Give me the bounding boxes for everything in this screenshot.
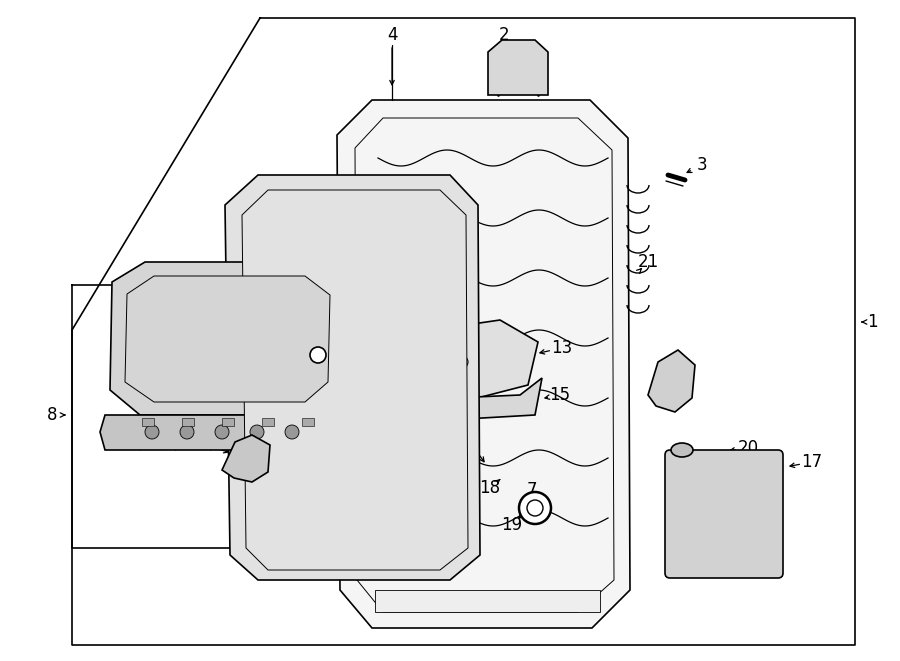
Circle shape: [180, 425, 194, 439]
FancyBboxPatch shape: [665, 450, 783, 578]
Circle shape: [145, 425, 159, 439]
Bar: [222, 418, 234, 426]
Text: 17: 17: [801, 453, 823, 471]
Text: 12: 12: [194, 436, 216, 454]
Text: 18: 18: [480, 479, 500, 497]
Polygon shape: [410, 320, 538, 402]
Circle shape: [527, 500, 543, 516]
Text: 19: 19: [501, 516, 523, 534]
Text: 2: 2: [499, 26, 509, 44]
Polygon shape: [110, 262, 345, 415]
Text: 7: 7: [526, 481, 537, 499]
Polygon shape: [408, 378, 542, 422]
Text: 16: 16: [662, 379, 682, 397]
Text: 15: 15: [549, 386, 571, 404]
Polygon shape: [355, 118, 614, 612]
Text: 1: 1: [867, 313, 877, 331]
Text: 14: 14: [398, 456, 418, 474]
Polygon shape: [125, 276, 330, 402]
Text: 20: 20: [737, 439, 759, 457]
Circle shape: [285, 425, 299, 439]
Polygon shape: [648, 350, 695, 412]
Text: 4: 4: [387, 26, 397, 44]
Bar: [142, 418, 154, 426]
Polygon shape: [222, 435, 270, 482]
Text: 8: 8: [47, 406, 58, 424]
Text: 3: 3: [697, 156, 707, 174]
Circle shape: [519, 492, 551, 524]
Text: 21: 21: [637, 253, 659, 271]
Polygon shape: [375, 590, 600, 612]
Text: 13: 13: [552, 339, 572, 357]
Polygon shape: [488, 40, 548, 95]
Polygon shape: [337, 100, 630, 628]
Polygon shape: [425, 434, 447, 454]
Text: 6: 6: [467, 436, 477, 454]
Polygon shape: [100, 415, 350, 450]
Text: 10: 10: [149, 323, 171, 341]
Bar: [182, 418, 194, 426]
Circle shape: [250, 425, 264, 439]
Circle shape: [456, 356, 468, 368]
Circle shape: [215, 425, 229, 439]
Circle shape: [310, 347, 326, 363]
Text: 5: 5: [427, 481, 437, 499]
Polygon shape: [225, 175, 480, 580]
Text: 11: 11: [151, 433, 173, 451]
Ellipse shape: [671, 443, 693, 457]
Bar: [262, 418, 274, 426]
Text: 9: 9: [187, 381, 197, 399]
Bar: [302, 418, 314, 426]
Polygon shape: [242, 190, 468, 570]
